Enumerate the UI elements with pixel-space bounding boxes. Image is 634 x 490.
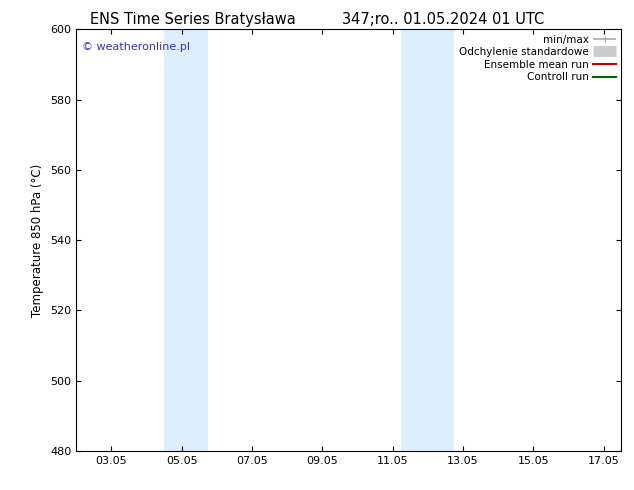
Legend: min/max, Odchylenie standardowe, Ensemble mean run, Controll run: min/max, Odchylenie standardowe, Ensembl…: [457, 32, 618, 84]
Bar: [401, 29, 454, 451]
Y-axis label: Temperature 850 hPa (°C): Temperature 850 hPa (°C): [32, 164, 44, 317]
Bar: [164, 29, 208, 451]
Text: © weatheronline.pl: © weatheronline.pl: [82, 42, 190, 52]
Text: ENS Time Series Bratysława          347;ro.. 01.05.2024 01 UTC: ENS Time Series Bratysława 347;ro.. 01.0…: [90, 12, 544, 27]
